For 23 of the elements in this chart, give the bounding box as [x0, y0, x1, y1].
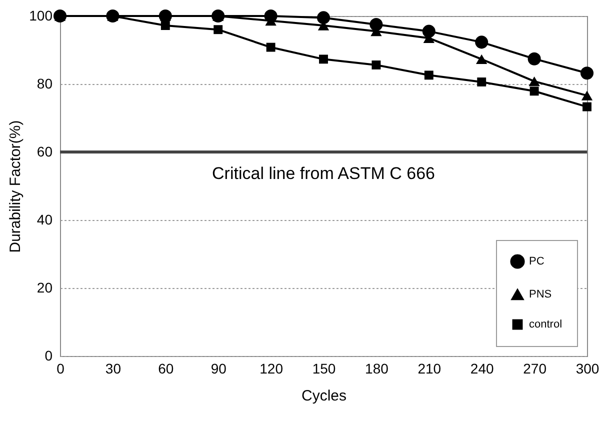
x-tick-label: 90 [210, 360, 227, 376]
legend-label: PNS [529, 288, 552, 300]
x-axis-title: Cycles [301, 388, 347, 404]
x-tick-label: 60 [158, 360, 174, 376]
y-tick-label: 20 [36, 280, 53, 296]
ref-line-label: Critical line from ASTM C 666 [212, 164, 435, 183]
x-tick-label: 180 [365, 360, 389, 376]
x-tick-label: 270 [523, 360, 547, 376]
legend-label: PC [529, 256, 544, 268]
legend-label: control [529, 318, 562, 330]
x-tick-label: 210 [418, 360, 442, 376]
y-tick-label: 80 [36, 76, 53, 92]
x-tick-label: 240 [470, 360, 494, 376]
x-tick-label: 300 [576, 360, 600, 376]
y-tick-label: 0 [44, 348, 53, 364]
y-tick-label: 60 [36, 144, 53, 160]
x-tick-label: 30 [105, 360, 122, 376]
y-tick-label: 100 [29, 8, 53, 24]
x-tick-label: 120 [260, 360, 284, 376]
y-tick-label: 40 [36, 212, 53, 228]
x-tick-label: 0 [56, 360, 65, 376]
y-axis-title: Durability Factor(%) [7, 120, 24, 253]
x-tick-label: 150 [312, 360, 336, 376]
